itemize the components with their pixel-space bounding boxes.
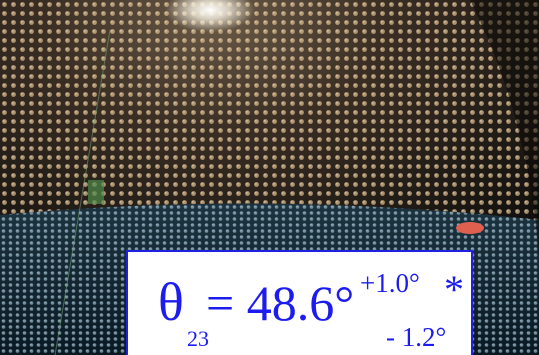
equation: = 48.6° <box>206 275 354 331</box>
worker <box>88 180 104 204</box>
lower-error: - 1.2° <box>386 322 446 352</box>
theta-symbol: θ <box>158 272 184 332</box>
note-mark: * <box>444 267 464 312</box>
page: θ 23 = 48.6° +1.0° * - 1.2° (() => { con… <box>0 0 539 355</box>
scene: θ 23 = 48.6° +1.0° * - 1.2° <box>0 0 539 355</box>
upper-error: +1.0° <box>360 268 420 298</box>
tank-wall <box>0 0 539 220</box>
raft <box>456 222 484 234</box>
